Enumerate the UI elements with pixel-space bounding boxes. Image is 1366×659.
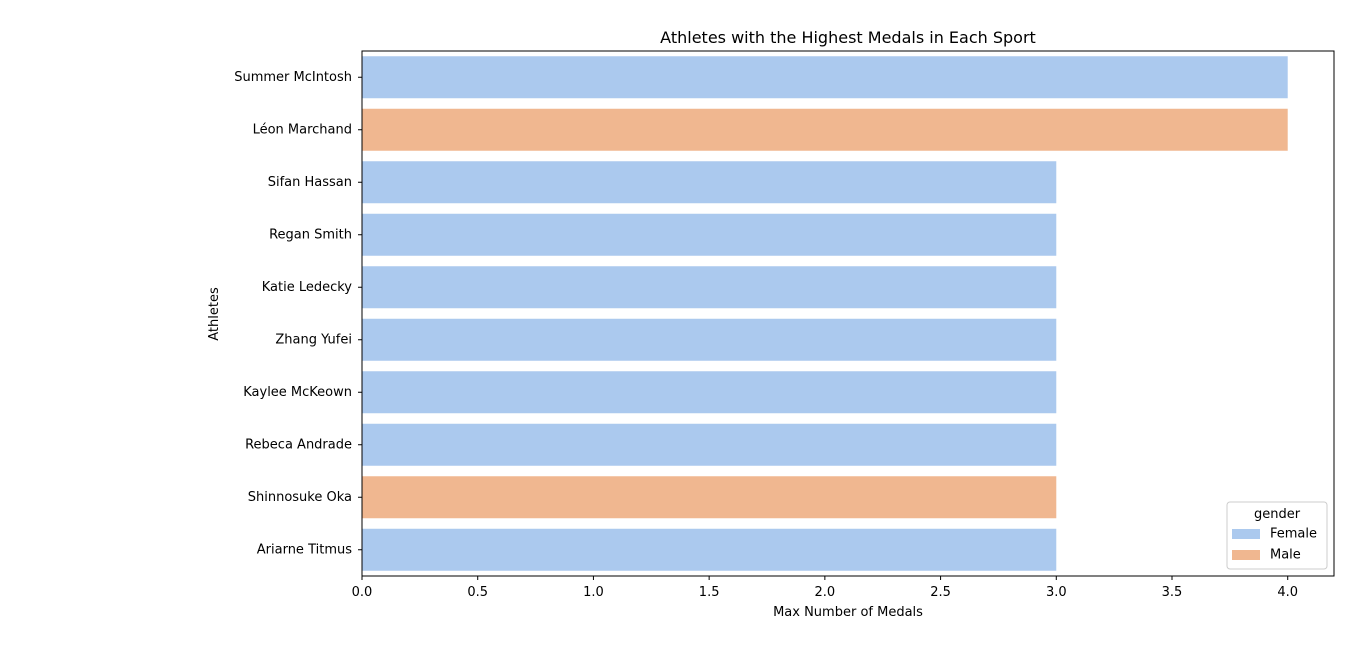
y-tick-label: Shinnosuke Oka (248, 490, 352, 505)
bar (362, 528, 1057, 571)
y-tick-label: Rebeca Andrade (245, 437, 352, 452)
x-tick-label: 3.5 (1162, 585, 1183, 600)
y-tick-label: Zhang Yufei (275, 332, 352, 347)
legend-swatch (1232, 529, 1260, 539)
bar (362, 108, 1288, 151)
x-tick-label: 0.5 (467, 585, 488, 600)
y-axis-label: Athletes (207, 287, 222, 341)
y-tick-label: Léon Marchand (253, 122, 352, 137)
x-axis-label: Max Number of Medals (773, 605, 923, 620)
y-tick-label: Regan Smith (269, 227, 352, 242)
bar (362, 318, 1057, 361)
bar (362, 266, 1057, 309)
bar (362, 213, 1057, 256)
y-tick-label: Katie Ledecky (262, 280, 353, 295)
x-tick-label: 2.0 (815, 585, 836, 600)
legend: gender Female Male (1226, 501, 1328, 570)
x-tick-label: 1.5 (699, 585, 720, 600)
x-tick-label: 2.5 (930, 585, 951, 600)
legend-swatch (1232, 550, 1260, 560)
chart-title: Athletes with the Highest Medals in Each… (660, 28, 1036, 47)
legend-label: Female (1270, 527, 1317, 542)
bar (362, 56, 1288, 99)
bar (362, 371, 1057, 414)
x-tick-label: 1.0 (583, 585, 604, 600)
y-tick-label: Ariarne Titmus (257, 542, 352, 557)
x-tick-label: 4.0 (1277, 585, 1298, 600)
bar (362, 423, 1057, 466)
y-tick-label: Summer McIntosh (234, 70, 352, 85)
y-axis: Summer McIntosh Léon Marchand Sifan Hassan… (234, 70, 362, 557)
legend-title: gender (1254, 507, 1301, 522)
y-tick-label: Sifan Hassan (268, 175, 352, 190)
bar (362, 161, 1057, 204)
x-tick-label: 3.0 (1046, 585, 1067, 600)
bar (362, 476, 1057, 519)
bars-group (362, 56, 1288, 571)
legend-label: Male (1270, 548, 1301, 563)
x-axis: 0.0 0.5 1.0 1.5 2.0 2.5 3.0 3.5 4.0 (352, 576, 1298, 600)
y-tick-label: Kaylee McKeown (243, 385, 352, 400)
x-tick-label: 0.0 (352, 585, 373, 600)
plot-frame (361, 50, 1335, 577)
